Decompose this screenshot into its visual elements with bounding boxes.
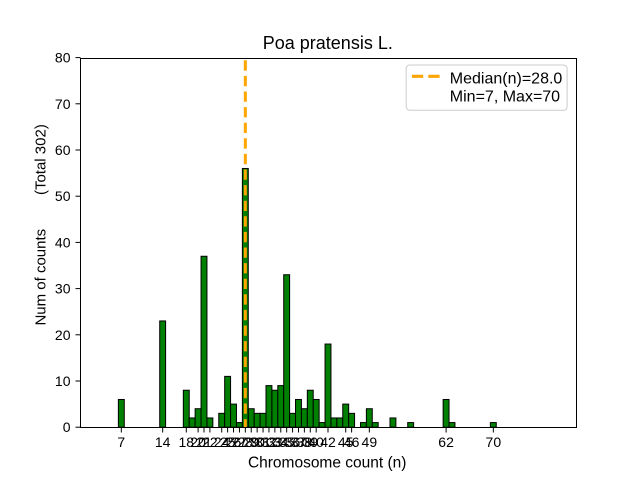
svg-text:45: 45 (338, 434, 354, 450)
svg-text:24: 24 (214, 434, 230, 450)
svg-text:0: 0 (63, 419, 71, 435)
svg-text:14: 14 (155, 434, 171, 450)
svg-text:Median(n)=28.0: Median(n)=28.0 (450, 70, 563, 87)
svg-text:25: 25 (220, 434, 236, 450)
svg-text:10: 10 (55, 373, 71, 389)
svg-text:27: 27 (232, 434, 248, 450)
svg-text:50: 50 (55, 188, 71, 204)
svg-text:30: 30 (55, 281, 71, 297)
svg-text:Poa pratensis L.: Poa pratensis L. (263, 33, 393, 53)
svg-text:20: 20 (55, 327, 71, 343)
svg-text:28: 28 (238, 434, 254, 450)
svg-text:29: 29 (243, 434, 259, 450)
svg-text:38: 38 (297, 434, 313, 450)
svg-text:40: 40 (55, 234, 71, 250)
svg-text:40: 40 (308, 434, 324, 450)
svg-text:36: 36 (285, 434, 301, 450)
svg-text:20: 20 (190, 434, 206, 450)
svg-text:46: 46 (344, 434, 360, 450)
svg-text:37: 37 (291, 434, 307, 450)
svg-text:Num of counts: Num of counts (33, 229, 50, 326)
svg-text:33: 33 (267, 434, 283, 450)
svg-text:21: 21 (196, 434, 212, 450)
svg-text:Chromosome count (n): Chromosome count (n) (248, 455, 407, 472)
svg-text:32: 32 (261, 434, 277, 450)
svg-text:80: 80 (55, 50, 71, 66)
svg-text:39: 39 (303, 434, 319, 450)
svg-text:7: 7 (117, 434, 125, 450)
svg-text:22: 22 (202, 434, 218, 450)
svg-text:42: 42 (320, 434, 336, 450)
svg-text:Min=7, Max=70: Min=7, Max=70 (450, 89, 560, 106)
svg-text:30: 30 (249, 434, 265, 450)
svg-text:60: 60 (55, 142, 71, 158)
svg-text:(Total 302): (Total 302) (33, 124, 50, 195)
svg-text:70: 70 (486, 434, 502, 450)
svg-text:49: 49 (362, 434, 378, 450)
svg-text:18: 18 (179, 434, 195, 450)
svg-text:70: 70 (55, 96, 71, 112)
svg-text:26: 26 (226, 434, 242, 450)
svg-text:31: 31 (255, 434, 271, 450)
svg-text:34: 34 (273, 434, 289, 450)
svg-text:35: 35 (279, 434, 295, 450)
svg-text:62: 62 (438, 434, 454, 450)
